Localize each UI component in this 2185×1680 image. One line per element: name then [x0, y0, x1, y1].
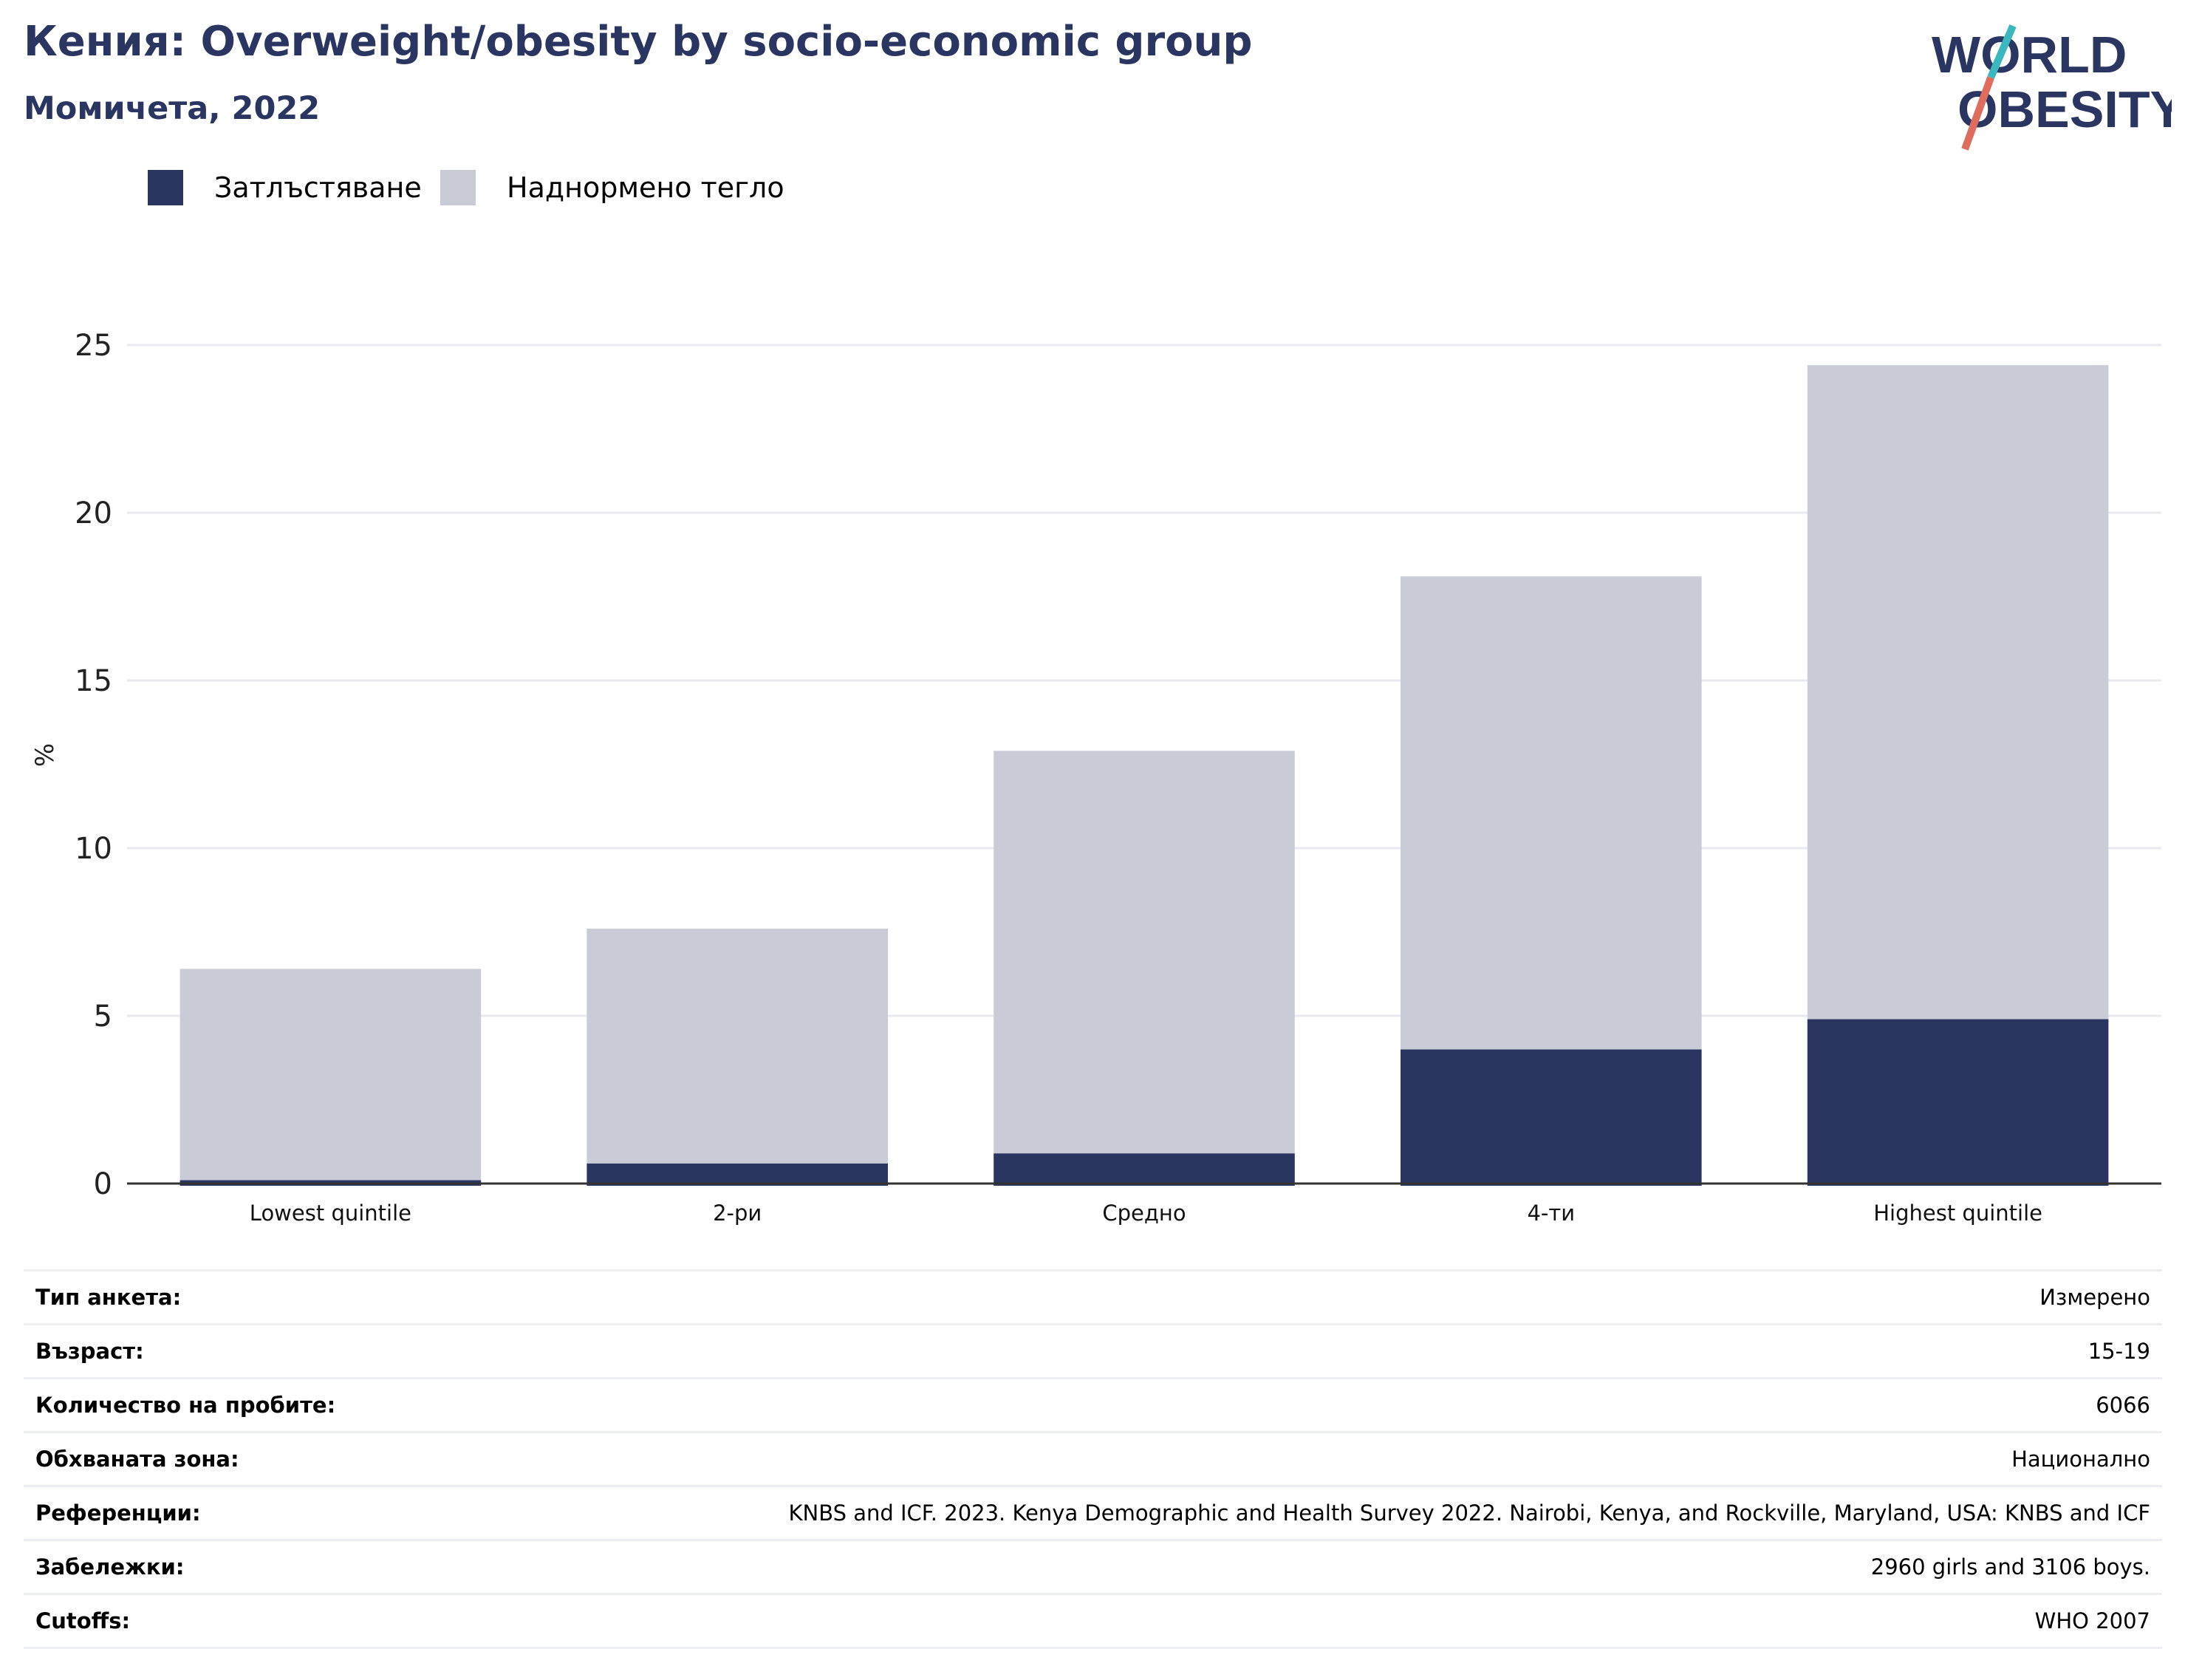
legend-item-obesity: Затлъстяване [148, 170, 422, 205]
svg-text:OBESITY: OBESITY [1957, 81, 2172, 138]
x-tick-label: Highest quintile [1873, 1201, 2042, 1226]
info-row-survey-type: Тип анкета: Измерено [24, 1269, 2162, 1325]
info-row-area: Обхваната зона: Национално [24, 1431, 2162, 1487]
bar-chart: 0 5 10 15 20 25% Lowest quintile 2-ри Средно 4-ти… [30, 329, 2161, 1226]
info-label: Cutoffs: [24, 1593, 429, 1649]
info-label: Тип анкета: [24, 1269, 429, 1325]
info-label: Възраст: [24, 1323, 429, 1379]
svg-text:WORLD: WORLD [1932, 26, 2127, 83]
y-tick-label: 15 [75, 664, 112, 698]
chart-subtitle: Момичета, 2022 [24, 90, 321, 127]
y-tick-label: 20 [75, 496, 112, 530]
info-label: Референции: [24, 1485, 429, 1541]
info-value: 2960 girls and 3106 boys. [428, 1539, 2162, 1595]
y-axis-label: % [30, 743, 60, 767]
info-label: Забележки: [24, 1539, 429, 1595]
info-label: Количество на пробите: [24, 1377, 429, 1433]
bar-obesity [587, 1163, 888, 1186]
x-tick-label: Lowest quintile [250, 1201, 411, 1226]
info-value: 6066 [428, 1377, 2162, 1433]
info-value: WHO 2007 [428, 1593, 2162, 1649]
bar-obesity [1807, 1019, 2109, 1186]
bar-overweight [587, 928, 888, 1164]
info-value: KNBS and ICF. 2023. Kenya Demographic an… [428, 1485, 2162, 1541]
legend-label-overweight: Наднормено тегло [507, 171, 784, 204]
info-value: Измерено [428, 1269, 2162, 1325]
info-row-sample-size: Количество на пробите: 6066 [24, 1377, 2162, 1433]
x-tick-label: Средно [1102, 1201, 1186, 1226]
bar-overweight [994, 751, 1295, 1154]
info-row-age: Възраст: 15-19 [24, 1323, 2162, 1379]
x-tick-label: 2-ри [713, 1201, 762, 1226]
y-tick-label: 25 [75, 329, 112, 363]
survey-info-table: Тип анкета: Измерено Възраст: 15-19 Коли… [24, 1269, 2162, 1649]
bar-overweight [1401, 576, 1702, 1050]
y-tick-label: 5 [94, 1000, 112, 1034]
info-row-notes: Забележки: 2960 girls and 3106 boys. [24, 1539, 2162, 1595]
legend-label-obesity: Затлъстяване [214, 171, 422, 204]
legend-item-overweight: Наднормено тегло [440, 170, 784, 205]
info-value: 15-19 [428, 1323, 2162, 1379]
x-tick-label: 4-ти [1527, 1201, 1575, 1226]
y-tick-label: 10 [75, 832, 112, 866]
chart-title: Кения: Overweight/obesity by socio-econo… [24, 18, 1253, 66]
bar-obesity [994, 1153, 1295, 1186]
bar-overweight [179, 969, 482, 1181]
info-row-cutoffs: Cutoffs: WHO 2007 [24, 1593, 2162, 1649]
info-label: Обхваната зона: [24, 1431, 429, 1487]
info-value: Национално [428, 1431, 2162, 1487]
info-row-references: Референции: KNBS and ICF. 2023. Kenya De… [24, 1485, 2162, 1541]
bar-overweight [1807, 365, 2109, 1020]
y-tick-label: 0 [94, 1167, 112, 1201]
legend-swatch-obesity [148, 170, 183, 205]
world-obesity-logo: WORLD OBESITY [1932, 24, 2172, 151]
bar-obesity [1401, 1049, 1702, 1186]
legend-swatch-overweight [440, 170, 476, 205]
